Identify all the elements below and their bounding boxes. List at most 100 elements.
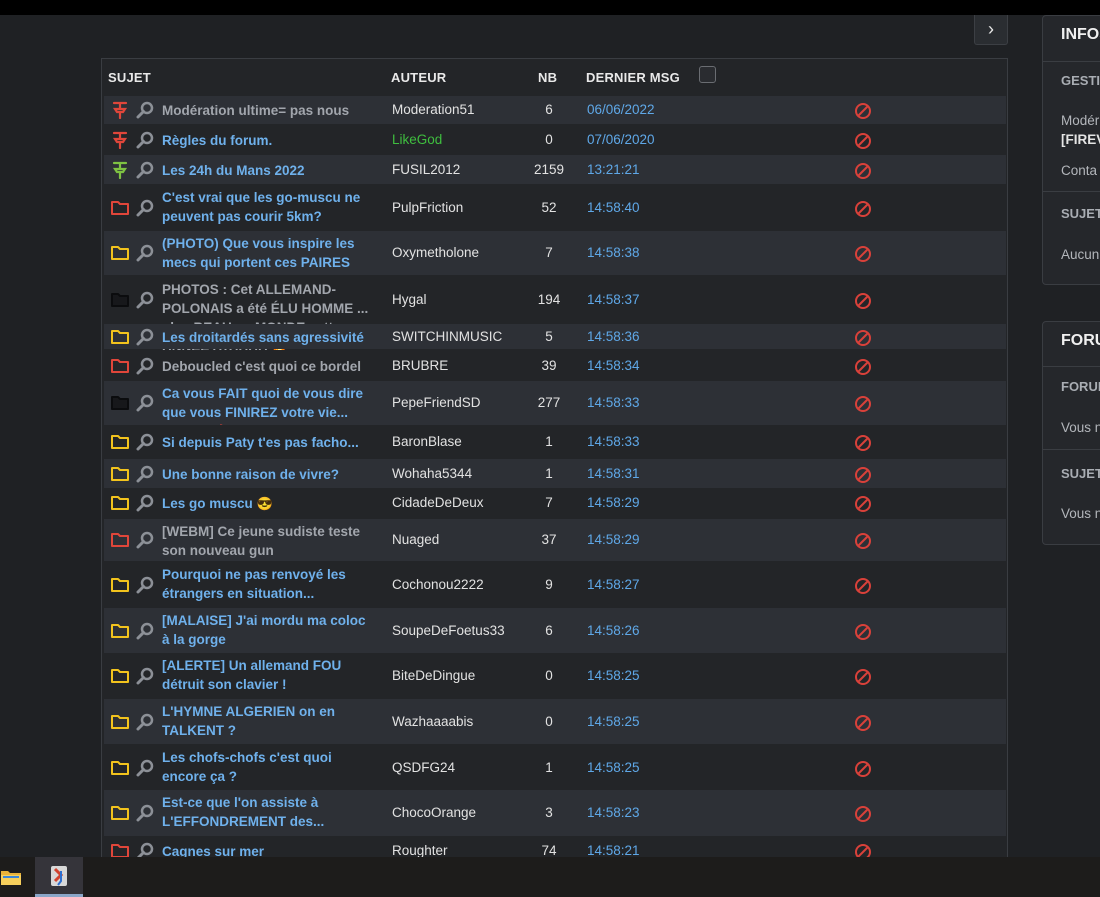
topic-author[interactable]: Cochonou2222 <box>392 577 484 592</box>
topic-author[interactable]: BRUBRE <box>392 358 449 373</box>
topic-last-message[interactable]: 14:58:26 <box>587 623 640 638</box>
topic-title-text[interactable]: Si depuis Paty t'es pas facho... <box>162 435 359 450</box>
topic-author[interactable]: PulpFriction <box>392 200 464 215</box>
header-author[interactable]: AUTEUR <box>391 70 447 85</box>
topic-author[interactable]: FUSIL2012 <box>392 162 461 177</box>
table-row[interactable]: Cagnes sur mer Roughter 74 14:58:21 <box>104 836 1006 858</box>
topic-last-message[interactable]: 14:58:21 <box>587 843 640 858</box>
search-icon[interactable] <box>135 803 155 823</box>
search-icon[interactable] <box>135 393 155 413</box>
select-all-checkbox[interactable] <box>699 66 716 83</box>
topic-last-message[interactable]: 14:58:23 <box>587 805 640 820</box>
topic-author[interactable]: Wazhaaaabis <box>392 714 474 729</box>
blacklist-icon[interactable] <box>854 434 872 452</box>
topic-author[interactable]: LikeGod <box>392 132 443 147</box>
blacklist-icon[interactable] <box>854 495 872 513</box>
topic-last-message[interactable]: 14:58:29 <box>587 495 640 510</box>
topic-title-text[interactable]: C'est vrai que les go-muscu ne peuvent p… <box>162 190 361 224</box>
topic-title-text[interactable]: Cagnes sur mer <box>162 844 265 858</box>
topic-title-text[interactable]: Les chofs-chofs c'est quoi encore ça ? <box>162 750 332 784</box>
topic-title[interactable]: Modération ultime= pas nous <box>162 101 372 120</box>
topic-author[interactable]: Wohaha5344 <box>392 466 473 481</box>
topic-title-text[interactable]: [ALERTE] Un allemand FOU détruit son cla… <box>162 658 342 692</box>
table-row[interactable]: PHOTOS : Cet ALLEMAND-POLONAIS a été ÉLU… <box>104 276 1006 354</box>
topic-title-text[interactable]: L'HYMNE ALGERIEN on en TALKENT ? <box>162 704 335 738</box>
topic-title-text[interactable]: [MALAISE] J'ai mordu ma coloc à la gorge <box>162 613 366 647</box>
topic-title[interactable]: Si depuis Paty t'es pas facho... <box>162 433 372 452</box>
topic-title-text[interactable]: Les droitardés sans agressivité <box>162 330 364 345</box>
topic-title[interactable]: Les chofs-chofs c'est quoi encore ça ? <box>162 748 372 786</box>
blacklist-icon[interactable] <box>854 132 872 150</box>
search-icon[interactable] <box>135 243 155 263</box>
search-icon[interactable] <box>135 356 155 376</box>
blacklist-icon[interactable] <box>854 102 872 120</box>
topic-author[interactable]: PepeFriendSD <box>392 395 481 410</box>
topic-title-text[interactable]: Les go muscu <box>162 496 253 511</box>
moderator-link[interactable]: [FIREV <box>1061 132 1100 147</box>
topic-title[interactable]: (PHOTO) Que vous inspire les mecs qui po… <box>162 234 372 272</box>
topic-title-text[interactable]: Deboucled c'est quoi ce bordel <box>162 359 361 374</box>
topic-title-text[interactable]: Pourquoi ne pas renvoyé les étrangers en… <box>162 567 346 601</box>
table-row[interactable]: Deboucled c'est quoi ce bordel BRUBRE 39… <box>104 350 1006 381</box>
topic-last-message[interactable]: 14:58:25 <box>587 760 640 775</box>
blacklist-icon[interactable] <box>854 577 872 595</box>
topic-last-message[interactable]: 14:58:33 <box>587 434 640 449</box>
topic-title[interactable]: Règles du forum. <box>162 131 372 150</box>
topic-title-text[interactable]: (PHOTO) Que vous inspire les mecs qui po… <box>162 236 355 270</box>
blacklist-icon[interactable] <box>854 805 872 823</box>
topic-title-text[interactable]: Règles du forum. <box>162 133 273 148</box>
header-last-message[interactable]: DERNIER MSG <box>586 70 680 85</box>
search-icon[interactable] <box>135 493 155 513</box>
topic-last-message[interactable]: 14:58:36 <box>587 329 640 344</box>
table-row[interactable]: Les chofs-chofs c'est quoi encore ça ? Q… <box>104 745 1006 790</box>
blacklist-icon[interactable] <box>854 358 872 376</box>
search-icon[interactable] <box>135 327 155 347</box>
table-row[interactable]: Les 24h du Mans 2022 FUSIL2012 2159 13:2… <box>104 155 1006 184</box>
table-row[interactable]: Les droitardés sans agressivité SWITCHIN… <box>104 324 1006 349</box>
topic-author[interactable]: SWITCHINMUSIC <box>392 329 503 344</box>
blacklist-icon[interactable] <box>854 162 872 180</box>
topic-title[interactable]: C'est vrai que les go-muscu ne peuvent p… <box>162 188 372 226</box>
topic-author[interactable]: Moderation51 <box>392 102 475 117</box>
topic-author[interactable]: QSDFG24 <box>392 760 456 775</box>
header-count[interactable]: NB <box>538 70 558 85</box>
search-icon[interactable] <box>135 100 155 120</box>
topic-author[interactable]: BiteDeDingue <box>392 668 476 683</box>
blacklist-icon[interactable] <box>854 292 872 310</box>
blacklist-icon[interactable] <box>854 668 872 686</box>
topic-author[interactable]: CidadeDeDeux <box>392 495 484 510</box>
table-row[interactable]: (PHOTO) Que vous inspire les mecs qui po… <box>104 231 1006 275</box>
topic-title[interactable]: Les go muscu 😎 <box>162 494 372 513</box>
search-icon[interactable] <box>135 712 155 732</box>
blacklist-icon[interactable] <box>854 329 872 347</box>
topic-author[interactable]: ChocoOrange <box>392 805 477 820</box>
topic-title[interactable]: Cagnes sur mer <box>162 842 372 858</box>
table-row[interactable]: Pourquoi ne pas renvoyé les étrangers en… <box>104 562 1006 607</box>
topic-title[interactable]: Une bonne raison de vivre? <box>162 465 372 484</box>
table-row[interactable]: [WEBM] Ce jeune sudiste teste son nouvea… <box>104 519 1006 561</box>
search-icon[interactable] <box>135 575 155 595</box>
blacklist-icon[interactable] <box>854 623 872 641</box>
topic-author[interactable]: SoupeDeFoetus33 <box>392 623 505 638</box>
topic-title[interactable]: L'HYMNE ALGERIEN on en TALKENT ? <box>162 702 372 740</box>
topic-title-text[interactable]: [WEBM] Ce jeune sudiste teste son nouvea… <box>162 524 361 558</box>
blacklist-icon[interactable] <box>854 760 872 778</box>
topic-title[interactable]: [MALAISE] J'ai mordu ma coloc à la gorge <box>162 611 372 649</box>
search-icon[interactable] <box>135 160 155 180</box>
topic-title[interactable]: Les droitardés sans agressivité <box>162 328 372 347</box>
topic-author[interactable]: Nuaged <box>392 532 440 547</box>
blacklist-icon[interactable] <box>854 843 872 858</box>
next-page-button[interactable]: › <box>974 15 1008 45</box>
table-row[interactable]: Règles du forum. LikeGod 0 07/06/2020 <box>104 125 1006 154</box>
search-icon[interactable] <box>135 130 155 150</box>
topic-author[interactable]: Hygal <box>392 292 427 307</box>
topic-title[interactable]: Les 24h du Mans 2022 <box>162 161 372 180</box>
blacklist-icon[interactable] <box>854 200 872 218</box>
topic-last-message[interactable]: 14:58:29 <box>587 532 640 547</box>
topic-title[interactable]: Deboucled c'est quoi ce bordel <box>162 357 372 376</box>
table-row[interactable]: [ALERTE] Un allemand FOU détruit son cla… <box>104 653 1006 698</box>
header-subject[interactable]: SUJET <box>108 70 151 85</box>
search-icon[interactable] <box>135 432 155 452</box>
blacklist-icon[interactable] <box>854 395 872 413</box>
table-row[interactable]: Modération ultime= pas nous Moderation51… <box>104 96 1006 124</box>
